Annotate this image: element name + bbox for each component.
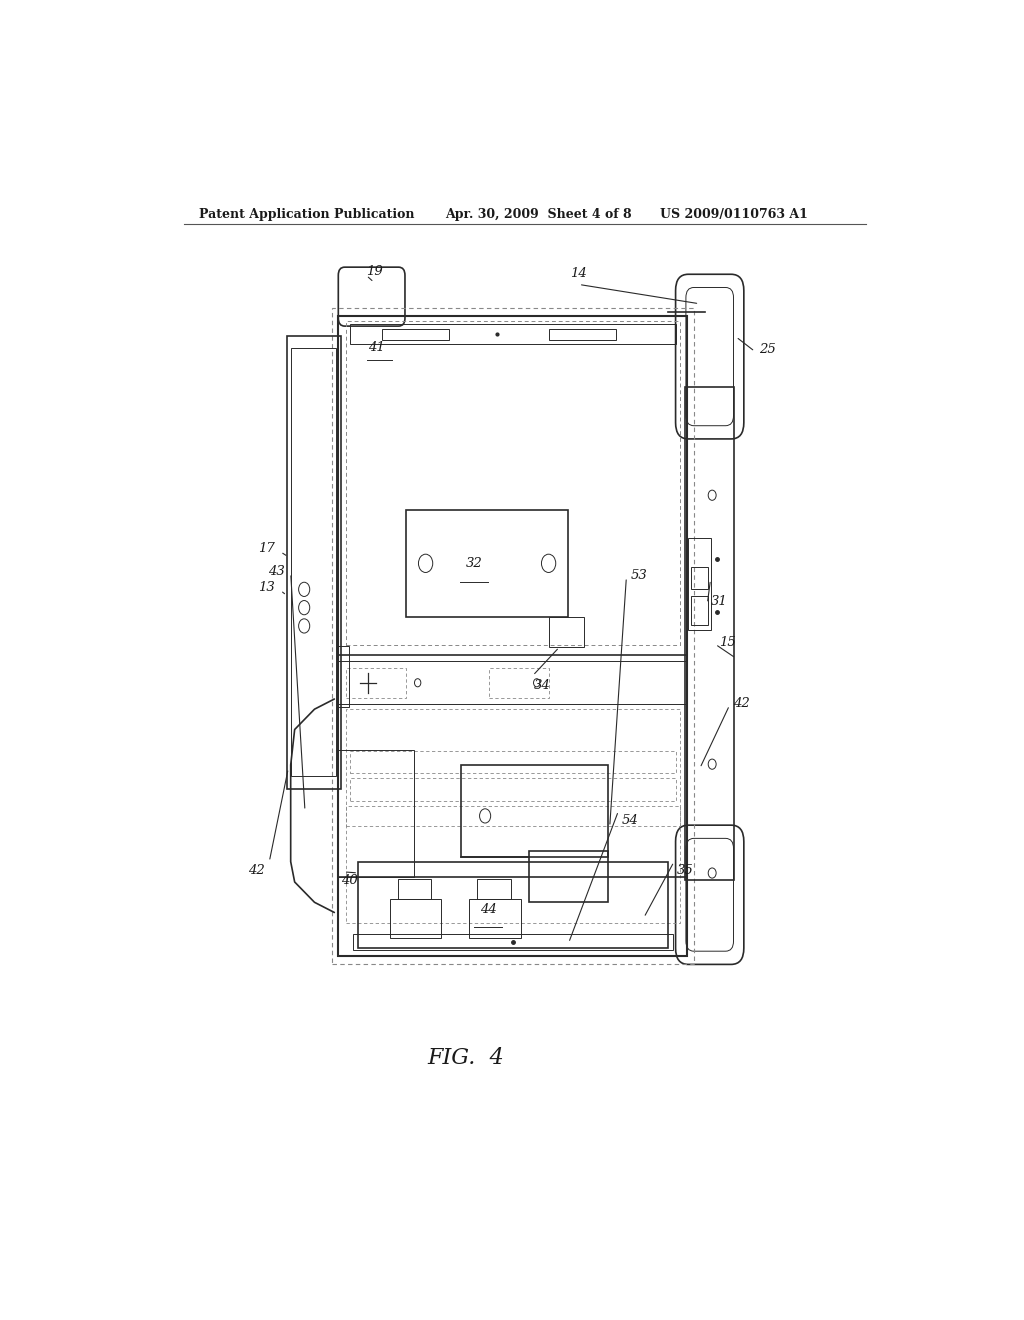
Text: Apr. 30, 2009  Sheet 4 of 8: Apr. 30, 2009 Sheet 4 of 8 (445, 207, 632, 220)
Bar (477, 879, 511, 899)
Bar (528, 851, 608, 903)
Bar (462, 766, 608, 857)
Text: Patent Application Publication: Patent Application Publication (200, 207, 415, 220)
Text: 43: 43 (268, 565, 285, 578)
Text: 53: 53 (631, 569, 647, 582)
Bar (352, 935, 673, 950)
Bar (358, 862, 668, 948)
Text: US 2009/0110763 A1: US 2009/0110763 A1 (659, 207, 808, 220)
Text: 13: 13 (258, 581, 274, 594)
Bar (688, 539, 711, 630)
Bar (350, 779, 676, 801)
Bar (332, 308, 694, 965)
Text: 32: 32 (466, 557, 482, 570)
Bar (350, 751, 676, 774)
Bar (690, 566, 709, 589)
Bar (346, 668, 406, 698)
Text: 35: 35 (677, 863, 694, 876)
Text: FIG.  4: FIG. 4 (427, 1047, 504, 1069)
Text: 40: 40 (341, 874, 357, 887)
Bar (346, 709, 680, 923)
Text: 15: 15 (719, 636, 736, 648)
Text: 42: 42 (248, 863, 264, 876)
Text: 31: 31 (712, 595, 728, 609)
Bar (287, 337, 341, 788)
Bar (346, 321, 680, 645)
Text: 14: 14 (570, 268, 587, 280)
Bar (350, 325, 676, 345)
Bar (549, 616, 585, 647)
Bar (685, 387, 734, 880)
Bar (338, 661, 687, 704)
Bar (338, 876, 687, 956)
Bar (292, 348, 336, 776)
Bar (549, 329, 616, 341)
Bar (397, 879, 431, 899)
Bar (469, 899, 521, 939)
Bar (489, 668, 549, 698)
Bar (338, 315, 687, 956)
Text: 17: 17 (258, 543, 274, 556)
Text: 34: 34 (535, 678, 551, 692)
Text: 54: 54 (622, 814, 638, 826)
Bar (382, 329, 450, 341)
Text: 25: 25 (759, 343, 775, 356)
Bar (390, 899, 441, 939)
Text: 44: 44 (480, 903, 497, 916)
Text: 42: 42 (733, 697, 750, 710)
Bar (406, 510, 568, 616)
Text: 19: 19 (366, 265, 382, 279)
Bar (690, 597, 709, 624)
Bar (346, 805, 680, 826)
Bar (338, 750, 414, 876)
Text: 41: 41 (369, 342, 385, 354)
Bar (337, 647, 348, 708)
